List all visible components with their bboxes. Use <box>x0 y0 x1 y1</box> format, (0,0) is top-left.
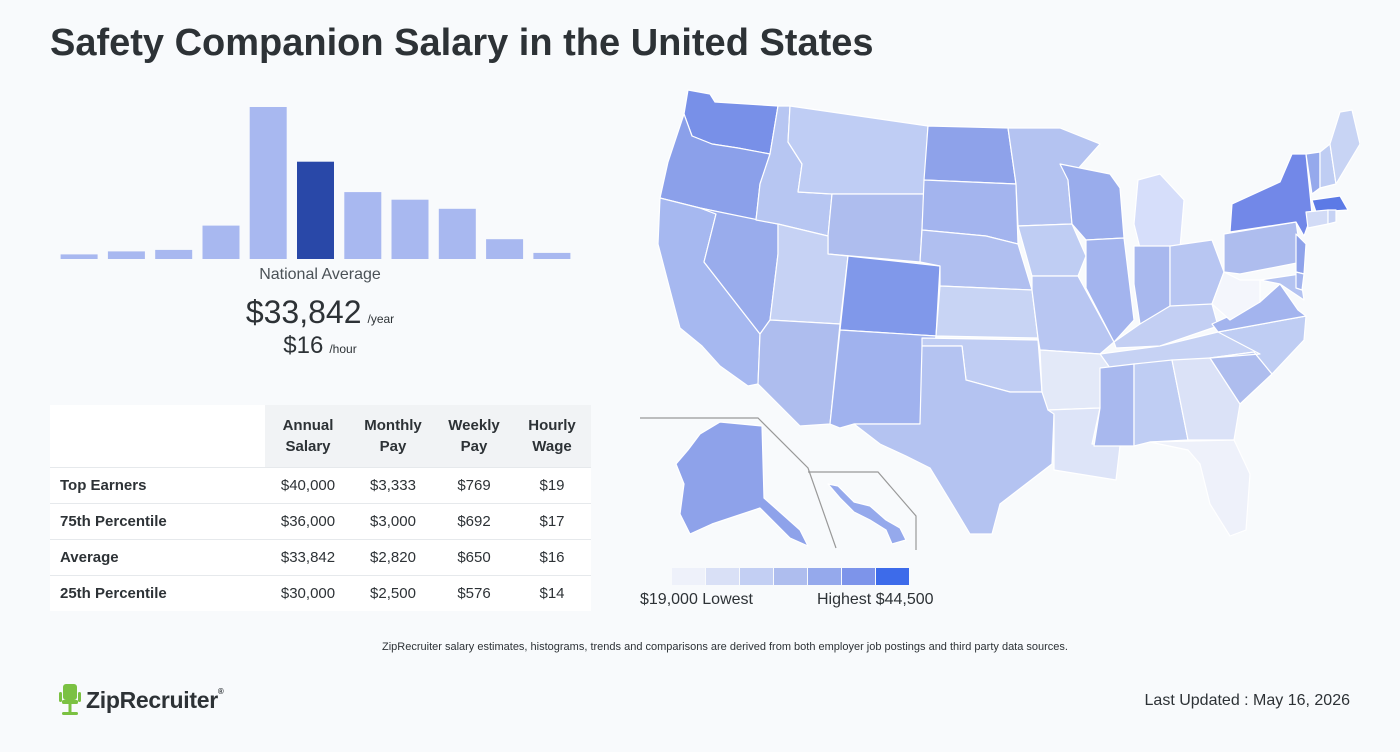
state-co[interactable] <box>839 255 941 337</box>
last-updated: Last Updated : May 16, 2026 <box>1144 692 1350 709</box>
map-legend: $19,000 Lowest Highest $44,500 <box>640 566 940 616</box>
cell-monthly: $2,500 <box>351 574 435 611</box>
cell-weekly: $692 <box>435 502 513 539</box>
cell-hourly: $17 <box>513 502 591 539</box>
state-ny[interactable] <box>1229 153 1313 237</box>
histogram-svg <box>60 107 571 259</box>
row-label: 25th Percentile <box>50 574 265 611</box>
table-row: 75th Percentile $36,000 $3,000 $692 $17 <box>50 502 591 539</box>
state-de[interactable] <box>1295 271 1305 291</box>
legend-low-label: $19,000 Lowest <box>640 591 753 608</box>
logo-text: ZipRecruiter® <box>86 686 224 713</box>
state-mt[interactable] <box>787 105 929 195</box>
row-label: 75th Percentile <box>50 502 265 539</box>
cell-monthly: $2,820 <box>351 538 435 575</box>
state-ma[interactable] <box>1311 195 1349 213</box>
state-nj[interactable] <box>1295 233 1307 275</box>
national-hourly: $16/hour <box>60 332 580 360</box>
state-ks[interactable] <box>935 285 1039 339</box>
hourly-unit: /hour <box>329 342 357 356</box>
histogram-bar <box>344 192 382 259</box>
alaska-inset-border <box>640 417 837 549</box>
header-annual-salary: Annual Salary <box>265 405 351 467</box>
us-salary-map <box>640 84 1360 554</box>
annual-unit: /year <box>367 312 395 326</box>
annual-value: $33,842 <box>245 294 362 330</box>
histogram-bar <box>438 208 476 259</box>
national-average-label: National Average <box>259 266 381 283</box>
header-weekly-pay: Weekly Pay <box>435 405 513 467</box>
histogram-bar <box>533 252 571 259</box>
cell-weekly: $769 <box>435 466 513 503</box>
table-header-blank <box>50 405 265 467</box>
legend-swatches <box>672 568 910 585</box>
state-me[interactable] <box>1329 109 1360 185</box>
histogram-bar <box>391 199 429 259</box>
table-header-row: Annual Salary Monthly Pay Weekly Pay Hou… <box>50 405 591 467</box>
state-az[interactable] <box>757 319 841 427</box>
salary-table: Annual Salary Monthly Pay Weekly Pay Hou… <box>50 405 591 611</box>
page-title: Safety Companion Salary in the United St… <box>50 22 874 64</box>
cell-annual: $30,000 <box>265 574 351 611</box>
state-md[interactable] <box>1259 273 1305 301</box>
state-ct[interactable] <box>1305 209 1329 229</box>
data-source-footnote: ZipRecruiter salary estimates, histogram… <box>382 641 1068 653</box>
hawaii-inset-border <box>808 471 917 550</box>
cell-annual: $40,000 <box>265 466 351 503</box>
cell-monthly: $3,000 <box>351 502 435 539</box>
cell-hourly: $16 <box>513 538 591 575</box>
cell-weekly: $576 <box>435 574 513 611</box>
state-ak[interactable] <box>675 421 809 547</box>
state-ri[interactable] <box>1327 209 1337 225</box>
header-monthly-pay: Monthly Pay <box>351 405 435 467</box>
legend-swatch <box>808 568 841 585</box>
hourly-value: $16 <box>283 332 324 359</box>
legend-swatch <box>740 568 773 585</box>
cell-annual: $33,842 <box>265 538 351 575</box>
histogram-bar <box>107 251 145 259</box>
legend-swatch <box>672 568 705 585</box>
table-row: Average $33,842 $2,820 $650 $16 <box>50 538 591 575</box>
cell-annual: $36,000 <box>265 502 351 539</box>
legend-swatch <box>706 568 739 585</box>
state-ia[interactable] <box>1017 223 1087 277</box>
chair-icon <box>59 684 81 715</box>
histogram-bar <box>202 225 240 259</box>
cell-monthly: $3,333 <box>351 466 435 503</box>
histogram-bar-highlight <box>297 161 334 259</box>
row-label: Top Earners <box>50 466 265 503</box>
state-mi[interactable] <box>1133 173 1185 249</box>
national-annual: $33,842/year <box>60 294 580 331</box>
legend-swatch <box>876 568 909 585</box>
state-tx[interactable] <box>853 345 1055 535</box>
state-ky[interactable] <box>1113 303 1219 349</box>
ziprecruiter-logo[interactable]: ZipRecruiter® <box>58 682 224 718</box>
table-row: Top Earners $40,000 $3,333 $769 $19 <box>50 466 591 503</box>
histogram-bar <box>249 107 287 259</box>
histogram-bar <box>486 239 524 259</box>
state-hi[interactable] <box>827 483 907 545</box>
cell-hourly: $14 <box>513 574 591 611</box>
table-row: 25th Percentile $30,000 $2,500 $576 $14 <box>50 574 591 611</box>
salary-histogram <box>60 96 580 260</box>
histogram-bar <box>155 249 193 259</box>
state-nc[interactable] <box>1209 315 1307 375</box>
legend-swatch <box>842 568 875 585</box>
state-ms[interactable] <box>1093 363 1135 447</box>
state-il[interactable] <box>1085 237 1135 343</box>
legend-high-label: Highest $44,500 <box>817 591 934 608</box>
state-fl[interactable] <box>1149 439 1251 537</box>
state-wy[interactable] <box>827 193 925 263</box>
state-nd[interactable] <box>923 125 1017 185</box>
histogram-bar <box>60 254 98 259</box>
legend-swatch <box>774 568 807 585</box>
cell-weekly: $650 <box>435 538 513 575</box>
header-hourly-wage: Hourly Wage <box>513 405 591 467</box>
row-label: Average <box>50 538 265 575</box>
us-map-svg <box>640 89 1360 550</box>
cell-hourly: $19 <box>513 466 591 503</box>
